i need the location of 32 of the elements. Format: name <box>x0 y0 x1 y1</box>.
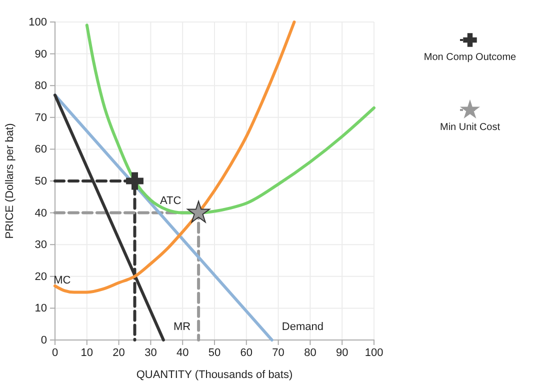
line-series <box>54 20 296 294</box>
x-tick-label: 0 <box>52 346 58 359</box>
x-axis-title: QUANTITY (Thousands of bats) <box>136 369 293 381</box>
y-tick-label: 70 <box>34 112 47 124</box>
y-tick-label: 40 <box>34 207 47 220</box>
y-tick-label: 90 <box>34 48 47 60</box>
y-axis-title: PRICE (Dollars per bat) <box>4 123 16 239</box>
legend-label: Min Unit Cost <box>440 122 500 133</box>
y-tick-label: 100 <box>28 16 47 29</box>
x-tick-label: 20 <box>112 346 125 359</box>
series-label: MR <box>173 321 191 333</box>
x-tick-label: 70 <box>272 346 284 359</box>
y-tick-label: 0 <box>40 334 47 347</box>
x-tick-label: 40 <box>176 346 189 359</box>
y-tick-label: 60 <box>34 144 47 156</box>
x-tick-label: 60 <box>240 346 253 359</box>
y-tick-label: 50 <box>34 176 47 188</box>
x-tick-label: 50 <box>208 346 221 359</box>
line-series <box>85 24 376 214</box>
y-tick-label: 80 <box>34 80 47 92</box>
series-label: Demand <box>282 321 324 333</box>
series-label: ATC <box>160 194 182 207</box>
y-tick-label: 20 <box>34 270 47 283</box>
series-label: MC <box>54 274 71 286</box>
y-tick-label: 10 <box>34 302 47 315</box>
x-tick-label: 80 <box>304 346 316 359</box>
y-tick-label: 30 <box>34 239 47 252</box>
x-tick-label: 10 <box>80 346 94 359</box>
x-tick-label: 90 <box>336 346 348 359</box>
x-tick-label: 30 <box>144 346 157 359</box>
legend-label: Mon Comp Outcome <box>424 52 517 63</box>
x-tick-label: 100 <box>364 346 384 359</box>
